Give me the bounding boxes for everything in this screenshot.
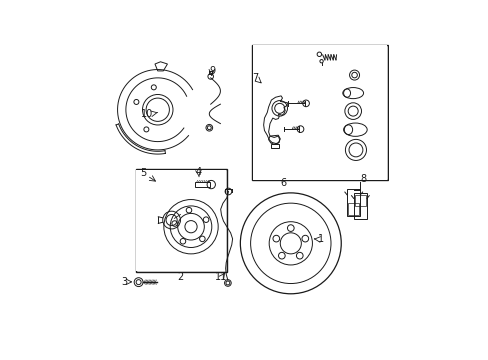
Text: 11: 11	[215, 273, 227, 283]
Bar	[346, 189, 360, 216]
Bar	[135, 169, 226, 272]
Bar	[251, 45, 387, 180]
Text: 2: 2	[177, 271, 183, 282]
Bar	[353, 193, 366, 219]
Bar	[347, 203, 359, 215]
Text: 5: 5	[140, 168, 146, 179]
Bar	[354, 195, 365, 206]
Text: 8: 8	[359, 174, 366, 184]
Bar	[252, 45, 386, 180]
Text: 4: 4	[195, 167, 201, 177]
Bar	[136, 170, 226, 271]
Text: 7: 7	[252, 73, 258, 83]
Text: 3: 3	[121, 276, 127, 287]
Text: 1: 1	[318, 234, 324, 244]
Bar	[195, 183, 210, 187]
Bar	[271, 144, 279, 148]
Text: 10: 10	[141, 109, 153, 119]
Text: 9: 9	[209, 66, 215, 76]
Text: 6: 6	[280, 177, 286, 188]
